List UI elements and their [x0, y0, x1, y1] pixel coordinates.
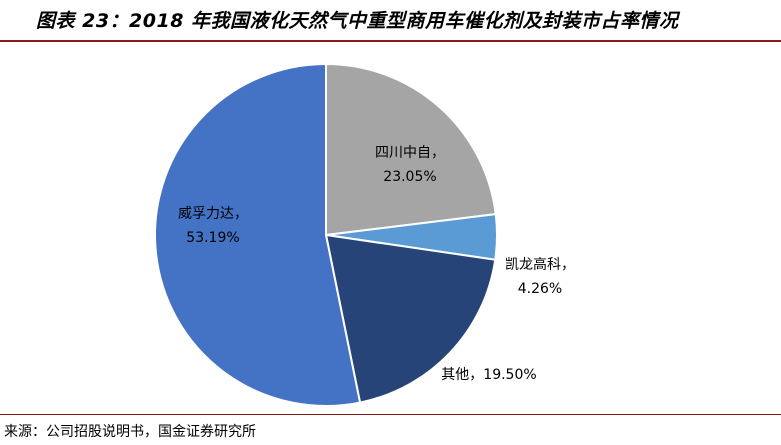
pie-slice-weifu-lida — [154, 62, 362, 407]
chart-title: 图表 23：2018 年我国液化天然气中重型商用车催化剂及封装市占率情况 — [36, 9, 679, 32]
pie-slice-sichuan-zhongzi — [325, 62, 497, 237]
pie-slices — [154, 62, 498, 407]
slice-label-name-weifu-lida: 威孚力达， — [178, 206, 248, 222]
slice-label-value-sichuan-zhongzi: 23.05% — [383, 169, 436, 185]
bottom-rule — [0, 414, 781, 415]
slice-label-name-sichuan-zhongzi: 四川中自， — [375, 145, 445, 161]
pie-slice-other — [324, 233, 497, 404]
slice-label-other: 其他，19.50% — [441, 367, 536, 383]
source-note: 来源：公司招股说明书，国金证券研究所 — [4, 424, 256, 440]
slice-label-value-kailong-gaoke: 4.26% — [518, 281, 562, 297]
top-rule — [0, 40, 781, 42]
title-bar: 图表 23：2018 年我国液化天然气中重型商用车催化剂及封装市占率情况 — [0, 0, 781, 38]
slice-label-name-kailong-gaoke: 凯龙高科， — [505, 256, 575, 273]
slice-label-value-weifu-lida: 53.19% — [186, 230, 239, 246]
pie-labels: 四川中自， 23.05% 凯龙高科， 4.26% 其他，19.50% 威孚力达， 53.19… — [178, 145, 575, 383]
